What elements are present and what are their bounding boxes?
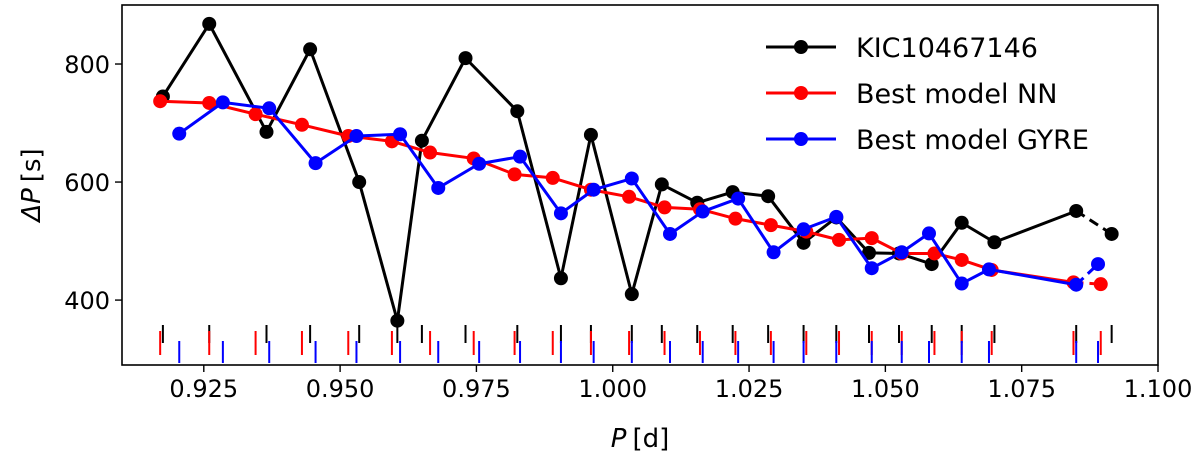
data-point xyxy=(215,95,230,110)
data-point xyxy=(1091,257,1106,272)
data-point xyxy=(414,133,429,148)
legend-label-kic: KIC10467146 xyxy=(856,33,1038,64)
legend-entry-kic: KIC10467146 xyxy=(766,33,1038,64)
data-point xyxy=(202,95,217,110)
series-0 xyxy=(155,16,1119,328)
data-point xyxy=(796,222,811,237)
data-point xyxy=(262,101,277,116)
legend-label-gyre: Best model GYRE xyxy=(856,125,1089,156)
legend-label-nn: Best model NN xyxy=(856,79,1057,110)
y-axis-unit: [s] xyxy=(17,148,47,182)
data-point xyxy=(513,149,528,164)
x-tick-label: 0.950 xyxy=(306,375,375,403)
legend-marker-kic xyxy=(794,40,808,54)
legend-marker-nn xyxy=(794,86,808,100)
data-point xyxy=(695,204,710,219)
data-point xyxy=(728,211,743,226)
data-point xyxy=(1104,226,1119,241)
data-point xyxy=(624,171,639,186)
rug-marks-layer xyxy=(159,325,1113,363)
data-point xyxy=(248,107,263,122)
data-point xyxy=(796,235,811,250)
data-point xyxy=(766,245,781,260)
series-layer xyxy=(153,16,1119,328)
data-point xyxy=(657,200,672,215)
x-tick-label: 1.100 xyxy=(1124,375,1193,403)
data-point xyxy=(172,126,187,141)
x-tick-label: 1.075 xyxy=(987,375,1056,403)
data-point xyxy=(259,124,274,139)
x-tick-label: 1.000 xyxy=(578,375,647,403)
data-point xyxy=(349,129,364,144)
data-point xyxy=(832,232,847,247)
data-point xyxy=(153,94,168,109)
data-point xyxy=(553,206,568,221)
data-point xyxy=(1069,277,1084,292)
data-point xyxy=(864,231,879,246)
data-point xyxy=(390,313,405,328)
y-tick-label: 800 xyxy=(64,51,110,79)
plot-frame xyxy=(121,4,1159,366)
data-point xyxy=(829,209,844,224)
legend-entry-nn: Best model NN xyxy=(766,79,1057,110)
x-axis-symbol: P xyxy=(611,424,627,454)
data-point xyxy=(862,245,877,260)
tick-marks-layer: 0.925 0.950 0.975 1.000 1.025 1.050 1.075 1.100… xyxy=(64,51,1192,403)
series-gap-line xyxy=(1075,209,1113,236)
data-point xyxy=(423,145,438,160)
data-point xyxy=(308,156,323,171)
data-point xyxy=(864,261,879,276)
data-point xyxy=(1069,203,1084,218)
data-point xyxy=(1093,277,1108,292)
data-point xyxy=(954,276,969,291)
legend: KIC10467146 Best model NN Best model GYR… xyxy=(766,33,1089,156)
data-point xyxy=(586,182,601,197)
x-tick-label: 1.050 xyxy=(851,375,920,403)
data-point xyxy=(583,127,598,142)
data-point xyxy=(624,287,639,302)
y-axis-label: ΔP [s] xyxy=(17,148,47,223)
legend-marker-gyre xyxy=(794,132,808,146)
x-axis-label: P [d] xyxy=(611,424,669,454)
data-point xyxy=(987,235,1002,250)
y-axis-symbol: ΔP xyxy=(17,188,47,224)
series-2 xyxy=(172,95,1106,292)
x-axis-unit: [d] xyxy=(632,424,669,454)
data-point xyxy=(352,175,367,190)
data-point xyxy=(924,257,939,272)
data-point xyxy=(202,16,217,31)
y-tick-label: 400 xyxy=(64,287,110,315)
x-tick-label: 0.975 xyxy=(442,375,511,403)
data-point xyxy=(545,170,560,185)
data-point xyxy=(954,252,969,267)
data-point xyxy=(981,262,996,277)
data-point xyxy=(761,189,776,204)
data-point xyxy=(954,215,969,230)
data-point xyxy=(763,218,778,233)
x-tick-label: 0.925 xyxy=(169,375,238,403)
y-tick-label: 600 xyxy=(64,169,110,197)
data-point xyxy=(927,246,942,261)
data-point xyxy=(507,167,522,182)
data-point xyxy=(472,156,487,171)
data-point xyxy=(431,180,446,195)
data-point xyxy=(393,127,408,142)
legend-entry-gyre: Best model GYRE xyxy=(766,125,1089,156)
x-tick-label: 1.025 xyxy=(715,375,784,403)
data-point xyxy=(458,51,473,66)
data-point xyxy=(894,245,909,260)
data-point xyxy=(731,191,746,206)
data-point xyxy=(303,42,318,57)
data-point xyxy=(622,189,637,204)
data-point xyxy=(294,117,309,132)
data-point xyxy=(510,104,525,119)
data-point xyxy=(654,177,669,192)
plot-background xyxy=(122,5,1158,365)
data-point xyxy=(553,271,568,286)
data-point xyxy=(921,226,936,241)
data-point xyxy=(662,226,677,241)
